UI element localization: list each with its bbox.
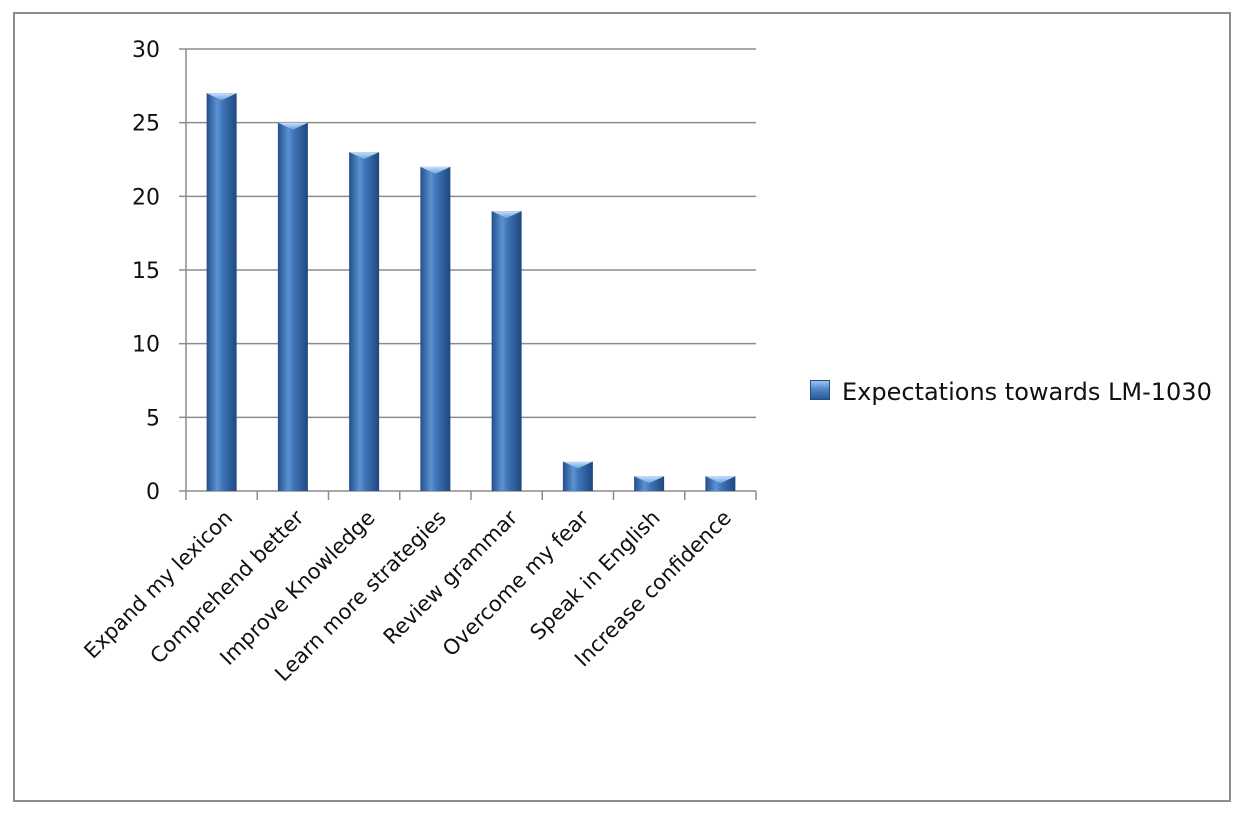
axes bbox=[179, 48, 757, 500]
bar bbox=[705, 476, 736, 491]
bar-cap bbox=[349, 152, 380, 160]
bar-cap bbox=[705, 476, 736, 484]
bar bbox=[420, 166, 451, 491]
y-tick-label: 30 bbox=[132, 38, 160, 63]
x-category-label: Review grammar bbox=[379, 505, 523, 649]
gridlines bbox=[186, 48, 756, 419]
bar bbox=[349, 152, 380, 491]
bar-cap bbox=[206, 93, 237, 101]
bar bbox=[491, 211, 522, 492]
bar-cap bbox=[420, 166, 451, 174]
bar bbox=[634, 476, 665, 491]
bar-cap bbox=[491, 211, 522, 219]
bar bbox=[277, 122, 308, 492]
y-tick-label: 10 bbox=[132, 333, 160, 358]
y-tick-label: 25 bbox=[132, 112, 160, 137]
y-tick-label: 15 bbox=[132, 259, 160, 284]
bar bbox=[206, 93, 237, 491]
legend-label: Expectations towards LM-1030 bbox=[842, 378, 1212, 406]
y-tick-label: 20 bbox=[132, 185, 160, 210]
bar-cap bbox=[562, 461, 593, 469]
bar-cap bbox=[634, 476, 665, 484]
bar-cap bbox=[277, 122, 308, 130]
bars bbox=[206, 93, 736, 492]
y-tick-label: 5 bbox=[146, 406, 160, 431]
legend-swatch bbox=[810, 380, 830, 400]
y-tick-label: 0 bbox=[146, 480, 160, 505]
x-category-label: Speak in English bbox=[525, 506, 664, 645]
